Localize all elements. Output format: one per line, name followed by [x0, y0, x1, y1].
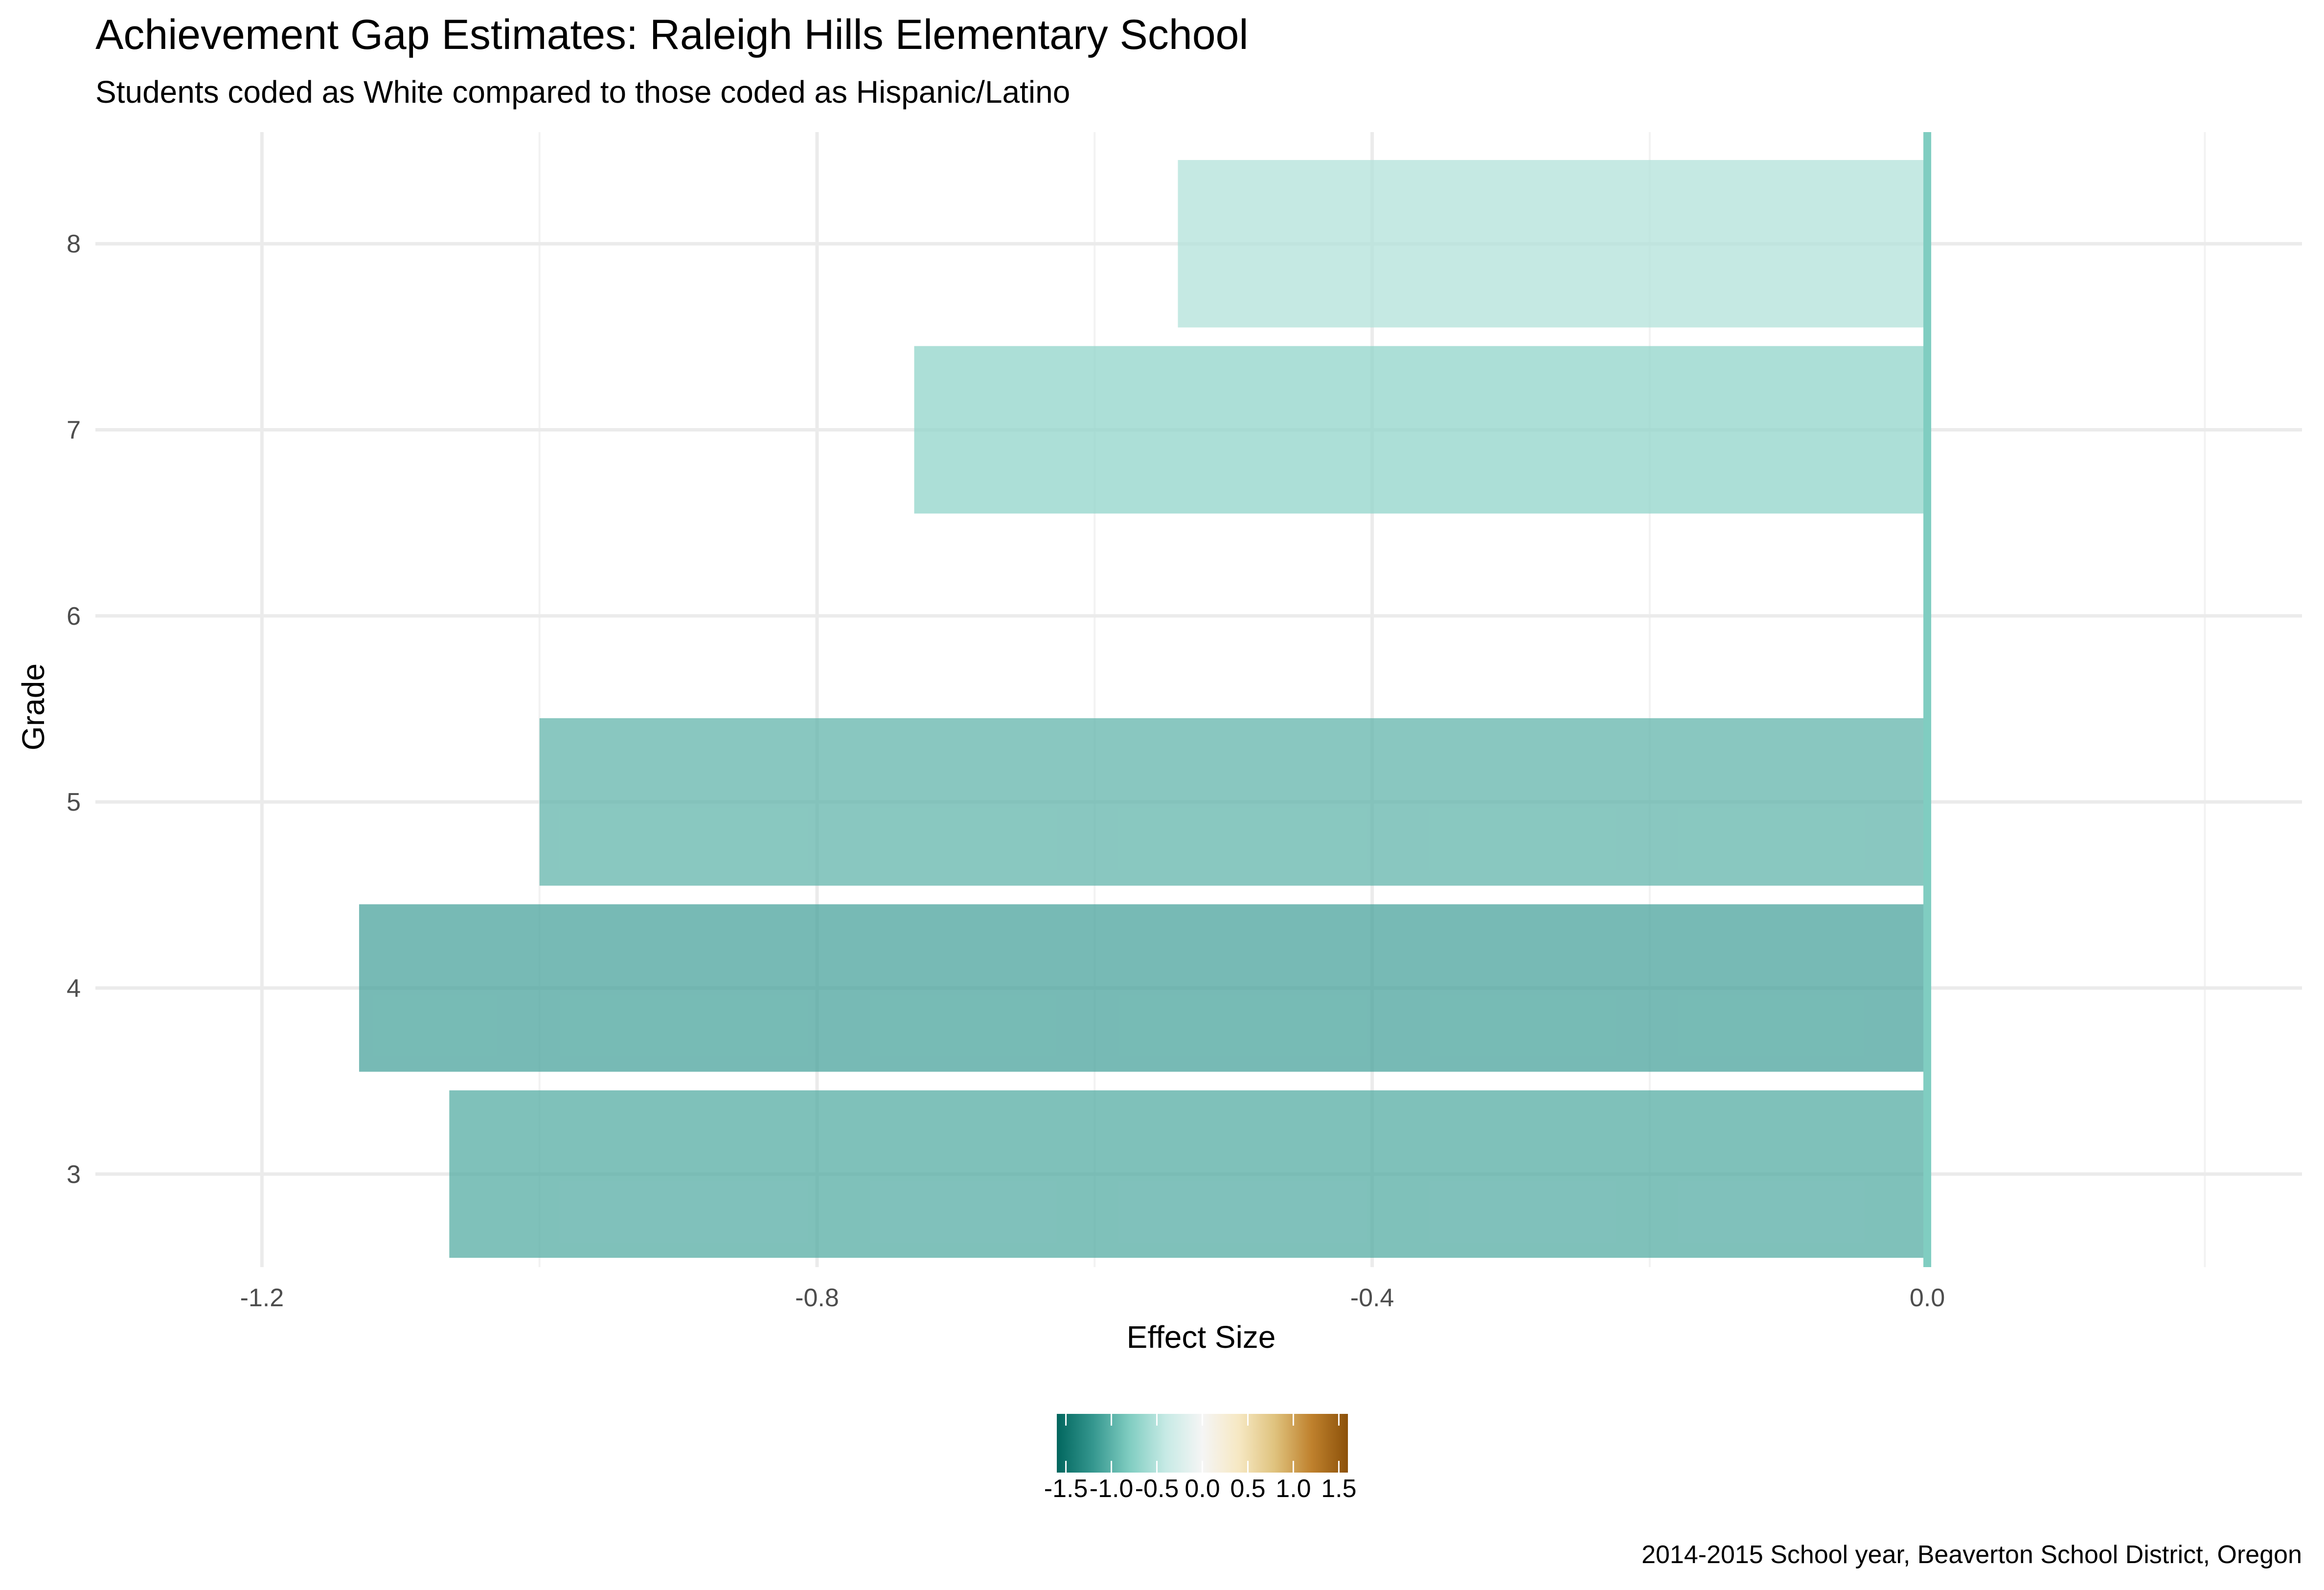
- bars: [359, 160, 1928, 1258]
- chart-caption: 2014-2015 School year, Beaverton School …: [1641, 1541, 2302, 1569]
- y-tick-label: 8: [67, 230, 81, 258]
- legend-tick-label: 0.0: [1185, 1475, 1220, 1503]
- x-axis-title: Effect Size: [1127, 1319, 1276, 1355]
- legend-tick-label: 1.5: [1321, 1475, 1356, 1503]
- chart-subtitle: Students coded as White compared to thos…: [95, 74, 1070, 110]
- bar-grade-3: [449, 1090, 1928, 1258]
- y-axis-title: Grade: [16, 663, 51, 750]
- bar-grade-4: [359, 904, 1928, 1072]
- bar-grade-8: [1178, 160, 1928, 328]
- y-axis-ticks: 3 4 5 6 7 8: [67, 230, 81, 1189]
- legend-tick-label: 0.5: [1230, 1475, 1265, 1503]
- y-tick-label: 3: [67, 1160, 81, 1189]
- x-tick-label: -1.2: [240, 1284, 284, 1312]
- y-tick-label: 7: [67, 416, 81, 445]
- legend-tick-label: -1.5: [1044, 1475, 1088, 1503]
- x-tick-label: -0.4: [1350, 1284, 1394, 1312]
- color-legend: -1.5 -1.0 -0.5 0.0 0.5 1.0 1.5: [1044, 1414, 1357, 1503]
- chart-title: Achievement Gap Estimates: Raleigh Hills…: [95, 11, 1248, 58]
- legend-tick-label: -1.0: [1090, 1475, 1134, 1503]
- x-tick-label: -0.8: [795, 1284, 839, 1312]
- y-tick-label: 4: [67, 975, 81, 1003]
- x-axis-ticks: -1.2 -0.8 -0.4 0.0: [240, 1284, 1945, 1312]
- y-tick-label: 5: [67, 788, 81, 817]
- bar-grade-7: [914, 346, 1928, 514]
- x-tick-label: 0.0: [1910, 1284, 1945, 1312]
- bar-grade-5: [539, 718, 1928, 886]
- legend-tick-label: 1.0: [1276, 1475, 1311, 1503]
- legend-tick-label: -0.5: [1135, 1475, 1179, 1503]
- y-tick-label: 6: [67, 602, 81, 631]
